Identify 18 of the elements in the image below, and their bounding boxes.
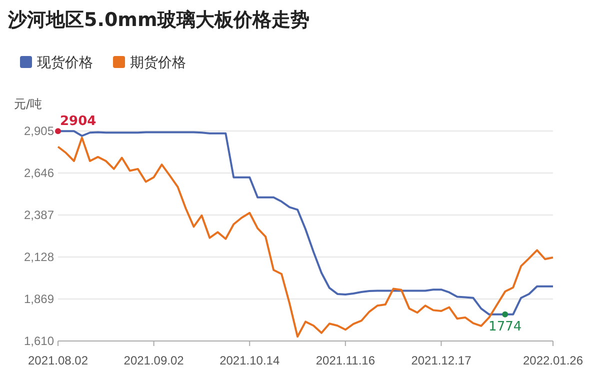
- legend-label: 现货价格: [37, 55, 93, 71]
- x-tick-label: 2021.11.16: [316, 354, 376, 368]
- y-tick-label: 2,128: [24, 250, 54, 264]
- chart-title: 沙河地区5.0mm玻璃大板价格走势: [7, 9, 310, 31]
- annotation: 1774: [488, 319, 522, 334]
- x-tick-label: 2021.12.17: [411, 354, 472, 368]
- annotation: 2904: [60, 114, 96, 130]
- y-axis-title: 元/吨: [14, 97, 42, 111]
- y-tick-label: 2,646: [24, 166, 54, 180]
- y-tick-label: 1,869: [24, 292, 54, 306]
- y-tick-label: 2,905: [24, 124, 54, 138]
- x-tick-label: 2022.01.26: [522, 354, 584, 368]
- y-tick-label: 2,387: [24, 208, 54, 222]
- y-tick-label: 1,610: [24, 334, 54, 348]
- x-tick-label: 2021.08.02: [28, 354, 88, 368]
- x-tick-label: 2021.09.02: [124, 354, 184, 368]
- x-tick-label: 2021.10.14: [220, 354, 280, 368]
- legend-label: 期货价格: [130, 55, 186, 71]
